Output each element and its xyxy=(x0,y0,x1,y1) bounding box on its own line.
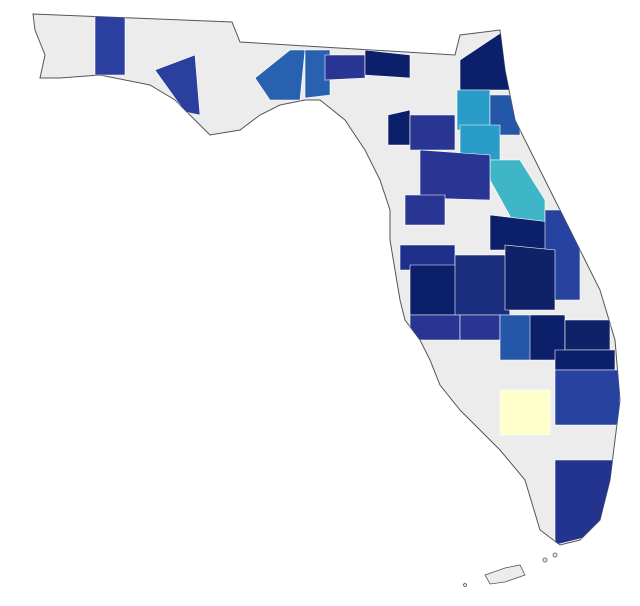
county xyxy=(554,369,620,426)
county xyxy=(254,49,306,101)
county xyxy=(94,14,126,76)
county xyxy=(364,49,411,79)
county xyxy=(459,314,501,341)
county xyxy=(404,194,446,226)
county xyxy=(409,114,456,151)
county xyxy=(456,89,491,131)
county xyxy=(387,109,411,146)
county xyxy=(409,314,461,341)
county xyxy=(324,54,366,81)
county xyxy=(154,54,201,116)
county xyxy=(504,244,556,311)
county xyxy=(454,254,511,316)
county xyxy=(564,319,611,351)
county xyxy=(554,459,616,545)
counties xyxy=(94,14,620,545)
county xyxy=(419,149,491,201)
county xyxy=(304,49,331,99)
county xyxy=(409,264,461,316)
county xyxy=(554,349,616,371)
county xyxy=(499,389,551,436)
keys-islands xyxy=(463,552,558,587)
